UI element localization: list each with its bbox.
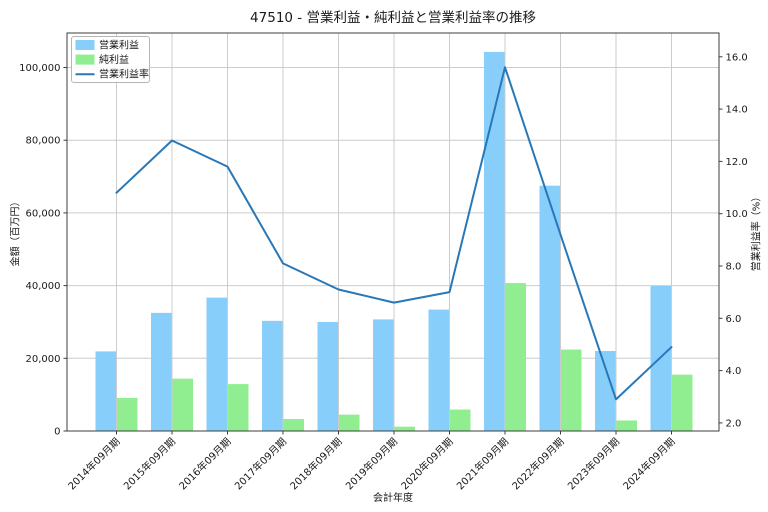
net-profit-bar (561, 349, 582, 431)
net-profit-bar (172, 378, 193, 431)
net-profit-bar (117, 397, 138, 431)
plot-border (66, 32, 720, 432)
x-tick-label: 2017年09月期 (232, 435, 289, 492)
x-tick-label: 2014年09月期 (65, 435, 122, 492)
operating-profit-bar (373, 319, 394, 431)
y-left-tick-label: 20,000 (26, 354, 61, 365)
legend-label: 純利益 (99, 53, 129, 66)
operating-profit-bar (539, 185, 560, 431)
operating-profit-bar (151, 312, 172, 431)
x-tick-label: 2020年09月期 (398, 435, 455, 492)
x-tick-label: 2018年09月期 (287, 435, 344, 492)
x-tick-label: 2016年09月期 (176, 435, 233, 492)
operating-profit-bar (317, 321, 338, 431)
y-left-tick-label: 80,000 (26, 136, 61, 147)
operating-profit-bar (262, 320, 283, 431)
y-right-tick-label: 12.0 (726, 157, 748, 168)
operating-profit-bar (95, 351, 116, 431)
y-right-tick-label: 14.0 (726, 105, 748, 116)
legend-label: 営業利益率 (99, 68, 149, 81)
y-axis-right-label: 営業利益率（%） (751, 191, 763, 272)
y-right-tick-label: 2.0 (726, 418, 742, 429)
x-tick-label: 2019年09月期 (343, 435, 400, 492)
net-profit-bar (394, 426, 415, 431)
x-axis-label: 会計年度 (373, 493, 413, 504)
legend-label: 営業利益 (99, 39, 139, 52)
operating-profit-bar (428, 309, 449, 431)
y-left-tick-label: 60,000 (26, 208, 61, 219)
net-profit-bar (616, 420, 637, 431)
y-axis-left-label: 金額（百万円） (10, 196, 22, 267)
y-right-tick-label: 6.0 (726, 314, 742, 325)
chart-title: 47510 - 営業利益・純利益と営業利益率の推移 (250, 10, 536, 26)
operating-profit-legend-swatch (75, 40, 95, 50)
operating-profit-bar (484, 51, 505, 432)
y-right-tick-label: 4.0 (726, 366, 742, 377)
y-left-tick-label: 100,000 (19, 63, 60, 74)
x-tick-label: 2021年09月期 (454, 435, 511, 492)
net-profit-legend-swatch (75, 54, 95, 65)
profit-margin-line (115, 66, 673, 401)
net-profit-bar (505, 283, 526, 431)
y-left-tick-label: 40,000 (26, 281, 61, 292)
net-profit-bar (450, 409, 471, 431)
y-right-tick-label: 16.0 (726, 52, 748, 63)
y-right-tick-label: 8.0 (726, 261, 742, 272)
operating-profit-bar (595, 351, 616, 431)
net-profit-bar (672, 374, 693, 431)
net-profit-bar (228, 384, 249, 431)
net-profit-bar (283, 419, 304, 431)
x-tick-label: 2015年09月期 (121, 435, 178, 492)
x-tick-label: 2023年09月期 (565, 435, 622, 492)
x-tick-label: 2024年09月期 (620, 435, 677, 492)
x-tick-label: 2022年09月期 (509, 435, 566, 492)
net-profit-bar (339, 414, 360, 431)
y-left-tick-label: 0 (54, 427, 60, 438)
y-right-tick-label: 10.0 (726, 209, 748, 220)
operating-profit-bar (206, 297, 227, 431)
